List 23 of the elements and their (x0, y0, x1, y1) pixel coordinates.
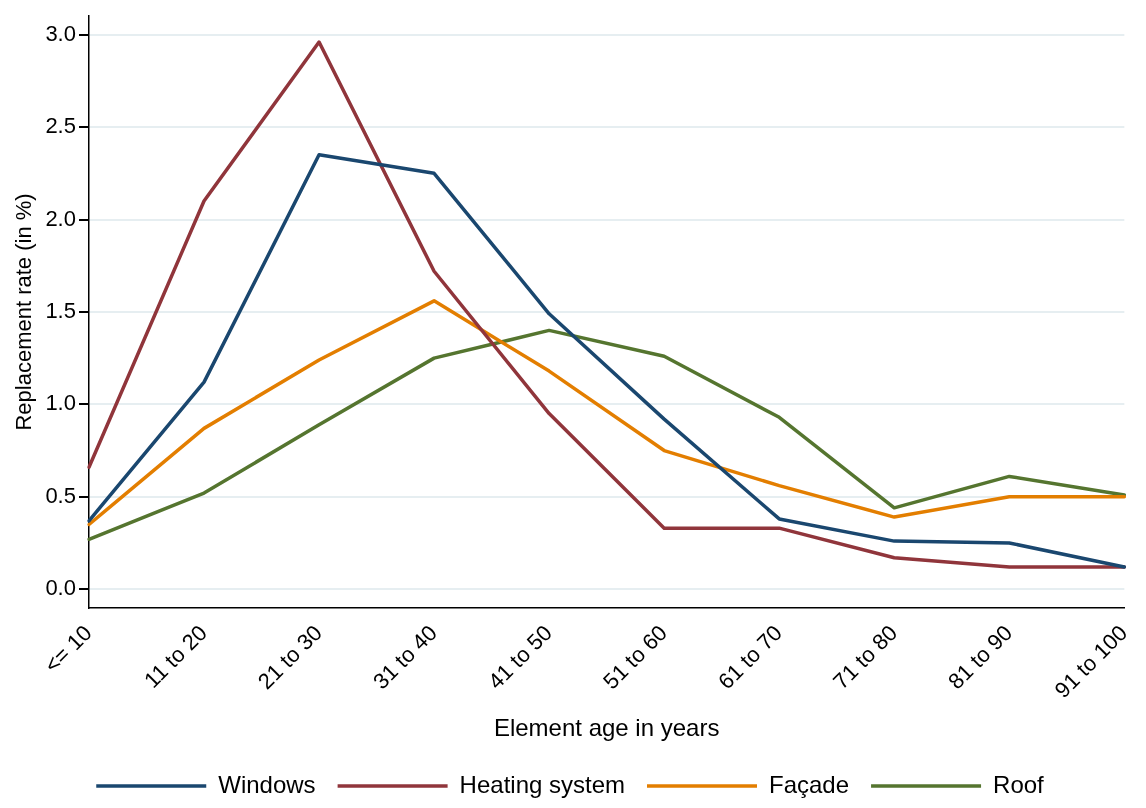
x-axis-title: Element age in years (493, 714, 720, 742)
x-tick-label: 91 to 100 (1049, 620, 1133, 703)
x-tick-label: 61 to 70 (713, 620, 788, 695)
x-tick-label: 51 to 60 (598, 620, 672, 695)
x-tick-label: 21 to 30 (252, 620, 327, 695)
y-tick-label: 2.5 (45, 113, 76, 139)
y-tick-label: 3.0 (45, 20, 76, 46)
y-tick-label: 1.5 (45, 297, 76, 323)
x-tick-label: 11 to 20 (139, 620, 212, 693)
y-tick-label: 0.0 (45, 575, 76, 601)
x-tick-label: <= 10 (39, 620, 97, 678)
legend-label: Windows (218, 770, 316, 798)
x-tick-label: 71 to 80 (828, 620, 903, 695)
y-tick-label: 1.0 (45, 390, 76, 416)
legend-label: Roof (993, 770, 1045, 798)
y-tick-label: 0.5 (45, 482, 76, 508)
y-tick-label: 2.0 (45, 205, 76, 231)
legend-label: Façade (769, 770, 850, 798)
x-tick-label: 81 to 90 (943, 620, 1018, 695)
x-tick-label: 31 to 40 (368, 620, 442, 695)
x-tick-label: 41 to 50 (483, 620, 557, 695)
legend-label: Heating system (459, 770, 626, 798)
y-axis-title: Replacement rate (in %) (11, 193, 37, 431)
